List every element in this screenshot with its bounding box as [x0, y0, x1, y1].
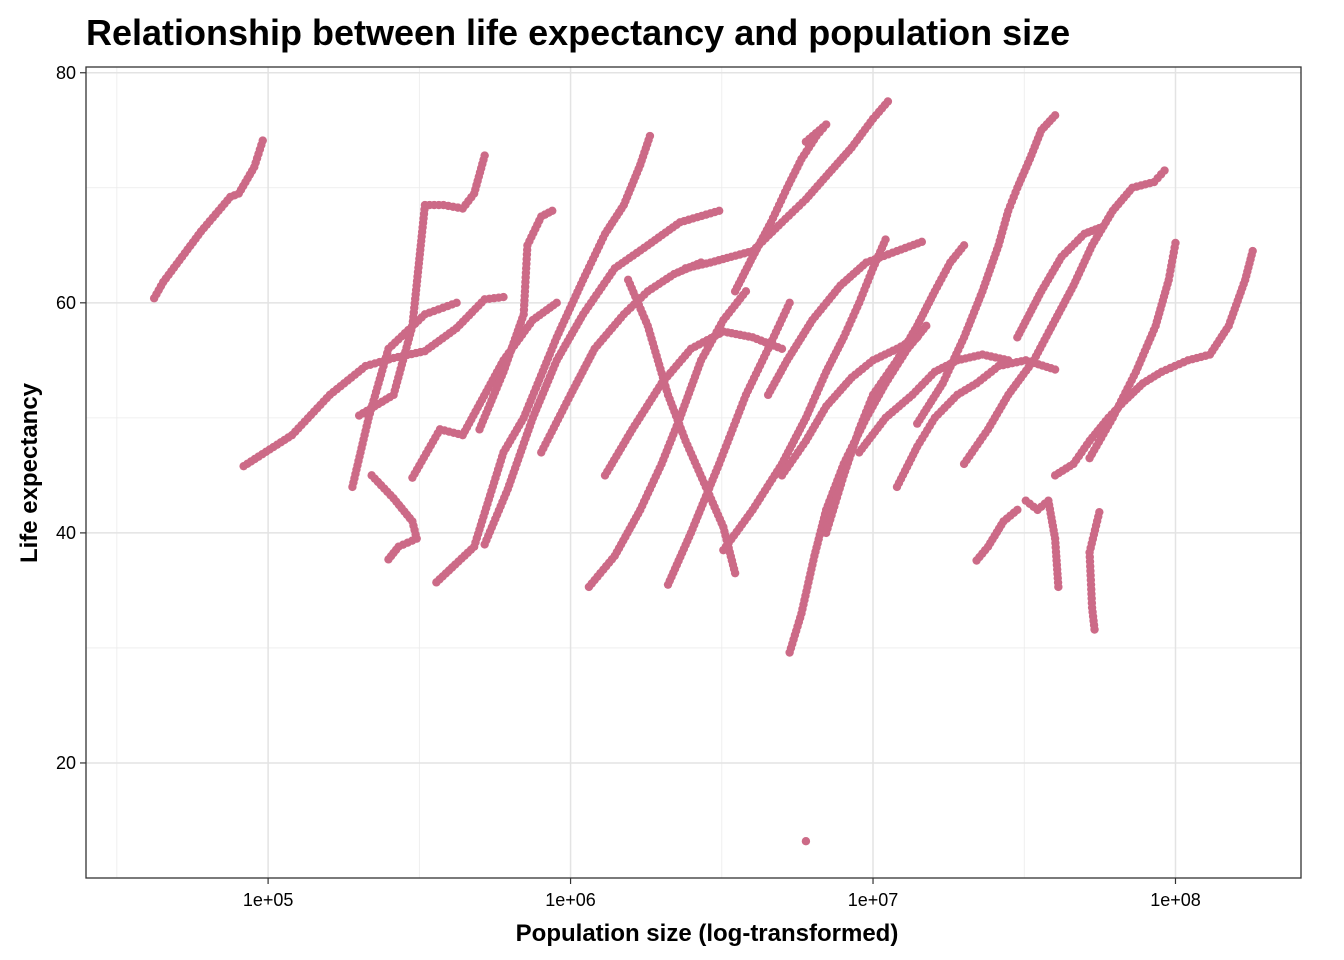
y-axis-title: Life expectancy [16, 382, 43, 563]
y-tick-label: 20 [56, 753, 76, 773]
data-point [801, 137, 811, 146]
data-point [1004, 356, 1013, 365]
data-point [1171, 238, 1180, 248]
data-point [258, 136, 267, 145]
data-point [1054, 582, 1063, 592]
data-point [499, 292, 508, 302]
x-tick-label: 1e+05 [243, 890, 294, 910]
data-point [922, 321, 931, 331]
x-tick-label: 1e+06 [545, 890, 596, 910]
data-point [785, 298, 794, 308]
data-point [1050, 365, 1060, 374]
data-point [741, 287, 751, 296]
chart-title: Relationship between life expectancy and… [86, 12, 1070, 53]
x-tick-label: 1e+08 [1150, 890, 1201, 910]
y-tick-label: 60 [56, 293, 76, 313]
data-point [480, 151, 489, 160]
data-point [714, 206, 724, 215]
data-point [959, 241, 969, 250]
data-point [1160, 166, 1169, 175]
data-point [548, 206, 557, 215]
x-axis-title: Population size (log-transformed) [516, 920, 899, 947]
plot-panel-border [85, 66, 1302, 879]
data-point [1095, 507, 1104, 517]
data-point [452, 298, 461, 308]
data-point [881, 235, 890, 244]
data-point [1095, 223, 1104, 233]
x-axis: 1e+05 1e+06 1e+07 1e+08 [243, 878, 1201, 910]
data-point [883, 97, 893, 106]
data-point [777, 344, 787, 354]
y-tick-label: 40 [56, 523, 76, 543]
data-point [730, 568, 740, 578]
data-point [801, 836, 811, 846]
y-axis: 20 40 60 80 [56, 63, 86, 773]
data-point [645, 131, 655, 141]
y-tick-label: 80 [56, 63, 76, 83]
data-point [917, 237, 927, 247]
x-tick-label: 1e+07 [848, 890, 899, 910]
data-point [1050, 111, 1060, 120]
data-point [552, 298, 561, 308]
data-point [1013, 505, 1022, 515]
data-point [384, 555, 393, 564]
data-points [149, 97, 1257, 846]
data-point [1248, 246, 1257, 256]
